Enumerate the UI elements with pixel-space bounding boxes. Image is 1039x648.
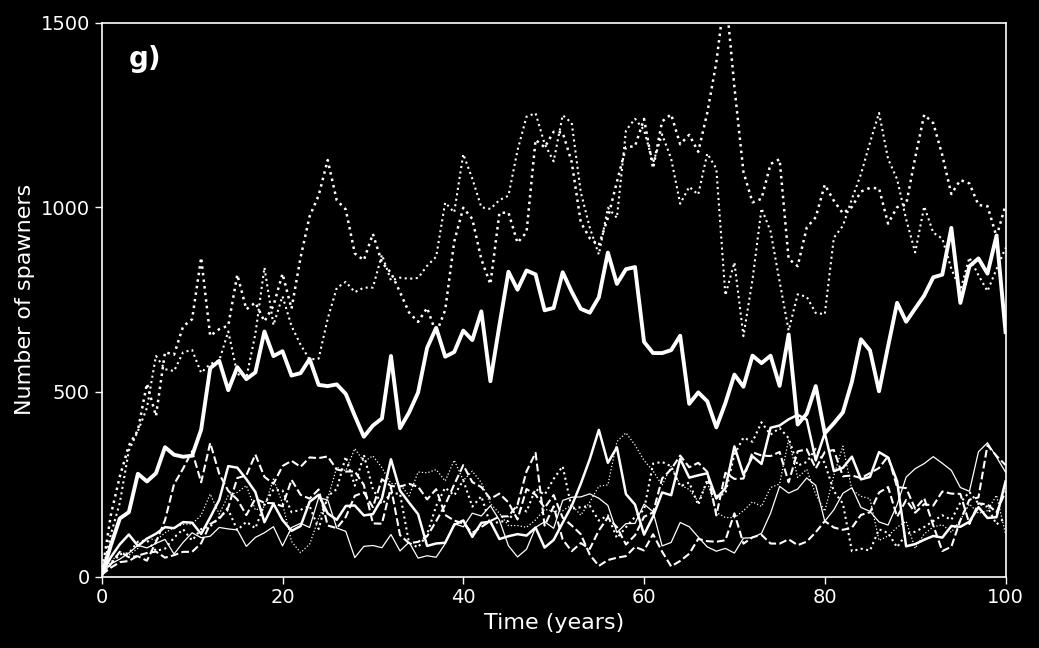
X-axis label: Time (years): Time (years) bbox=[483, 613, 623, 633]
Text: g): g) bbox=[129, 45, 161, 73]
Y-axis label: Number of spawners: Number of spawners bbox=[15, 184, 35, 415]
